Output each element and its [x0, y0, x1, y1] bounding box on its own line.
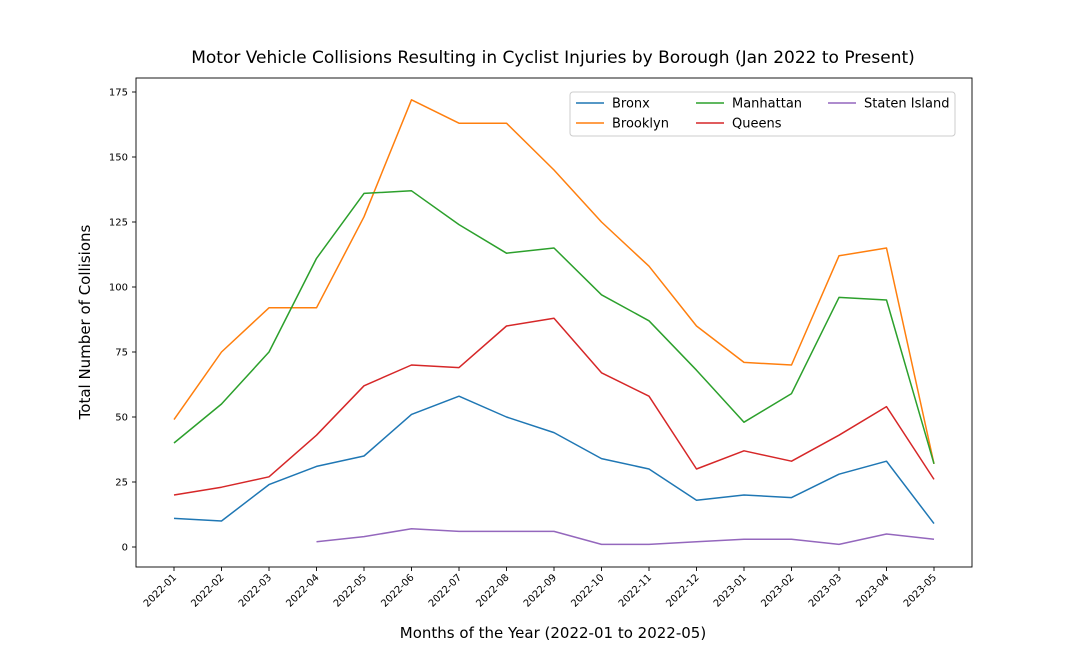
x-tick-label: 2023-03 — [807, 572, 844, 609]
series-line-staten-island — [316, 528, 935, 546]
legend-label-queens: Queens — [732, 117, 782, 132]
x-tick-label: 2022-09 — [522, 572, 559, 609]
legend-label-brooklyn: Brooklyn — [612, 117, 669, 132]
legend-label-manhattan: Manhattan — [732, 97, 802, 112]
x-tick-label: 2023-05 — [902, 572, 939, 609]
series-line-brooklyn — [173, 99, 935, 464]
legend-label-bronx: Bronx — [612, 97, 650, 112]
y-tick-label: 0 — [122, 543, 128, 554]
x-tick-label: 2022-01 — [142, 572, 179, 609]
y-tick-label: 175 — [109, 88, 128, 99]
x-tick-label: 2022-04 — [284, 572, 321, 609]
y-tick-label: 125 — [109, 218, 128, 229]
x-tick-label: 2022-05 — [332, 572, 369, 609]
y-tick-label: 100 — [109, 283, 128, 294]
y-axis-title: Total Number of Collisions — [76, 224, 94, 420]
legend-label-staten-island: Staten Island — [864, 97, 949, 112]
series-line-queens — [173, 317, 935, 496]
x-tick-label: 2023-01 — [712, 572, 749, 609]
x-tick-label: 2023-02 — [759, 572, 796, 609]
y-tick-label: 75 — [115, 348, 128, 359]
series-line-bronx — [173, 395, 935, 525]
x-tick-label: 2022-06 — [379, 572, 416, 609]
legend: Bronx Brooklyn Manhattan Queens Staten Islan… — [569, 91, 956, 137]
x-tick-label: 2023-04 — [854, 572, 891, 609]
x-tick-label: 2022-03 — [237, 572, 274, 609]
legend-box — [569, 91, 956, 137]
x-tick-label: 2022-07 — [427, 572, 464, 609]
x-axis-title: Months of the Year (2022-01 to 2022-05) — [400, 624, 706, 642]
plot-frame — [135, 77, 973, 568]
plot-area: 0 25 50 75 100 125 150 175 2022-01 2022-02 2022-03… — [109, 77, 973, 610]
x-tick-label: 2022-08 — [474, 572, 511, 609]
chart-title: Motor Vehicle Collisions Resulting in Cy… — [191, 48, 915, 68]
series-line-manhattan — [173, 190, 935, 465]
x-tick-label: 2022-11 — [617, 572, 654, 609]
y-tick-label: 50 — [115, 413, 128, 424]
x-tick-label: 2022-10 — [569, 572, 606, 609]
x-tick-label: 2022-02 — [189, 572, 226, 609]
y-tick-label: 150 — [109, 153, 128, 164]
x-tick-label: 2022-12 — [664, 572, 701, 609]
y-tick-label: 25 — [115, 478, 128, 489]
